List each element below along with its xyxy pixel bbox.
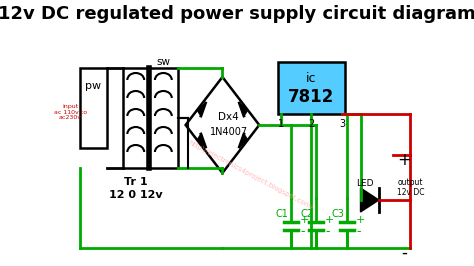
Text: +: + — [356, 215, 365, 225]
Bar — [278, 62, 345, 114]
Text: -: - — [356, 226, 360, 239]
Text: input
ac 110v to
ac230v: input ac 110v to ac230v — [54, 104, 87, 120]
Text: 1N4007: 1N4007 — [210, 127, 247, 137]
Text: ic: ic — [306, 72, 317, 85]
Text: -: - — [300, 226, 304, 239]
Text: 7812: 7812 — [288, 88, 335, 106]
Text: -: - — [401, 244, 407, 262]
Text: 2: 2 — [308, 119, 315, 129]
Text: 12v DC regulated power supply circuit diagram: 12v DC regulated power supply circuit di… — [0, 5, 474, 23]
Text: 12 0 12v: 12 0 12v — [109, 190, 163, 200]
Polygon shape — [239, 103, 248, 116]
Text: LED: LED — [356, 178, 374, 188]
Text: 1: 1 — [278, 119, 284, 129]
Text: 3: 3 — [339, 119, 345, 129]
Polygon shape — [197, 134, 206, 147]
Text: +: + — [300, 215, 309, 225]
Polygon shape — [239, 134, 248, 147]
Text: sw: sw — [156, 57, 170, 67]
Text: pw: pw — [85, 81, 101, 91]
Polygon shape — [197, 103, 206, 116]
Text: Dx4: Dx4 — [218, 112, 239, 122]
Bar — [123, 68, 149, 168]
Text: C3: C3 — [331, 209, 344, 219]
Text: C2: C2 — [301, 209, 313, 219]
Text: +: + — [325, 215, 335, 225]
Polygon shape — [361, 188, 379, 212]
Text: output
12v DC: output 12v DC — [397, 178, 425, 197]
Bar — [80, 68, 108, 148]
Text: +: + — [397, 151, 411, 169]
Text: http://electronics4project.blogspot.com/: http://electronics4project.blogspot.com/ — [188, 139, 314, 210]
Bar — [149, 68, 178, 168]
Text: C1: C1 — [275, 209, 288, 219]
Text: -: - — [325, 226, 330, 239]
Text: Tr 1: Tr 1 — [124, 177, 147, 187]
